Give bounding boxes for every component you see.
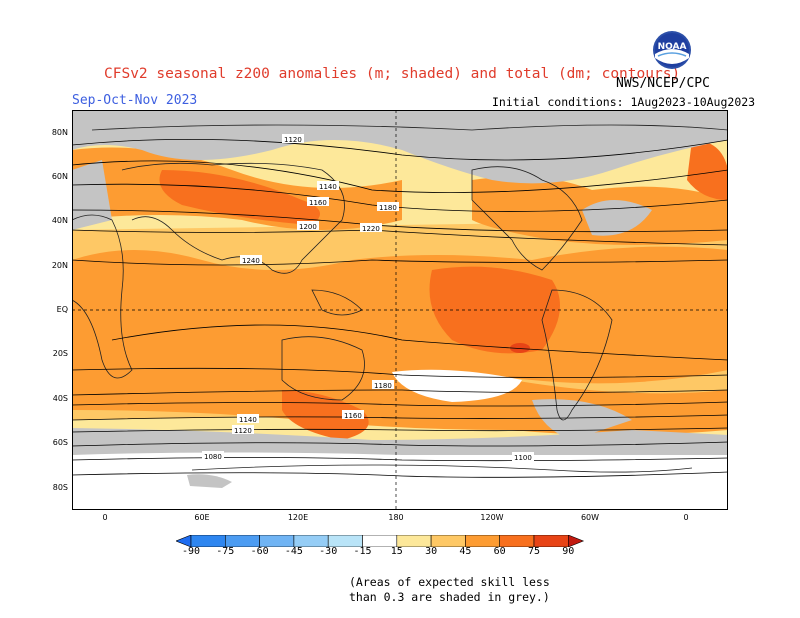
colorbar-tick-label: 75	[527, 546, 541, 557]
contour-label: 1120	[234, 427, 252, 435]
contour-label: 1180	[379, 204, 397, 212]
contour-label: 1140	[319, 183, 337, 191]
colorbar-tick-label: -15	[353, 546, 372, 557]
colorbar-tick-label: -60	[250, 546, 269, 557]
latitude-tick-label: 80N	[51, 128, 68, 137]
contour-label: 1240	[242, 257, 260, 265]
contour-label: 1160	[309, 199, 327, 207]
contour-label: 1220	[362, 225, 380, 233]
latitude-tick-label: 60N	[51, 172, 68, 181]
contour-label-group: 1120 1140 1160 1180 1200 1220 1240 1180 …	[202, 134, 534, 462]
map-title: CFSv2 seasonal z200 anomalies (m; shaded…	[104, 66, 681, 82]
shade-tropics-orange	[72, 246, 728, 394]
shade-max	[510, 343, 530, 353]
grey-antarctic-patch	[187, 474, 232, 488]
longitude-tick-label: 0	[683, 513, 689, 522]
contour-label: 1140	[239, 416, 257, 424]
colorbar-tick-label: -75	[216, 546, 235, 557]
initial-conditions: Initial conditions: 1Aug2023-10Aug2023	[492, 95, 756, 109]
colorbar-tick-label: -90	[181, 546, 201, 557]
shade-antarctic	[72, 448, 728, 510]
colorbar-segment	[567, 535, 585, 547]
contour-label: 1180	[374, 382, 392, 390]
shade-north-pacific	[159, 170, 320, 225]
contour-label: 1100	[514, 454, 532, 462]
colorbar-tick-label: -30	[319, 546, 338, 557]
noaa-logo: NOAA	[653, 31, 691, 69]
colorbar-tick-label: -45	[284, 546, 303, 557]
skill-note-line-2: than 0.3 are shaded in grey.)	[349, 590, 550, 604]
latitude-tick-label: EQ	[56, 305, 68, 314]
latitude-tick-label: 20N	[51, 261, 68, 270]
agency-label: NWS/NCEP/CPC	[616, 76, 710, 91]
latitude-tick-label: 80S	[52, 483, 68, 492]
latitude-tick-label: 60S	[52, 438, 68, 447]
contour-label: 1200	[299, 223, 317, 231]
colorbar-tick-label: 30	[425, 546, 438, 557]
contour-label: 1080	[204, 453, 222, 461]
colorbar	[176, 535, 585, 547]
longitude-tick-label: 120W	[480, 513, 504, 522]
longitude-tick-label: 0	[102, 513, 108, 522]
colorbar-tick-label: 60	[493, 546, 506, 557]
anomaly-map: 1120 1140 1160 1180 1200 1220 1240 1180 …	[72, 110, 728, 510]
grey-arctic	[72, 110, 728, 184]
longitude-tick-label: 60W	[580, 513, 600, 522]
latitude-tick-label: 40N	[51, 216, 68, 225]
longitude-tick-label: 120E	[287, 513, 309, 522]
shade-zero-band	[392, 369, 522, 402]
longitude-tick-label: 60E	[194, 513, 210, 522]
latitude-tick-label: 40S	[52, 394, 68, 403]
longitude-tick-label: 180	[388, 513, 404, 522]
latitude-tick-label: 20S	[52, 349, 68, 358]
skill-note-line-1: (Areas of expected skill less	[349, 575, 550, 589]
colorbar-tick-label: 15	[390, 546, 403, 557]
colorbar-tick-label: 45	[459, 546, 472, 557]
colorbar-tick-label: 90	[562, 546, 575, 557]
noaa-logo-text: NOAA	[658, 42, 687, 52]
map-frame	[72, 110, 728, 510]
contour-label: 1160	[344, 412, 362, 420]
contour-label: 1120	[284, 136, 302, 144]
season-label: Sep-Oct-Nov 2023	[72, 93, 198, 108]
shade-arctic-atlantic	[687, 140, 728, 200]
grey-europe	[72, 160, 112, 230]
